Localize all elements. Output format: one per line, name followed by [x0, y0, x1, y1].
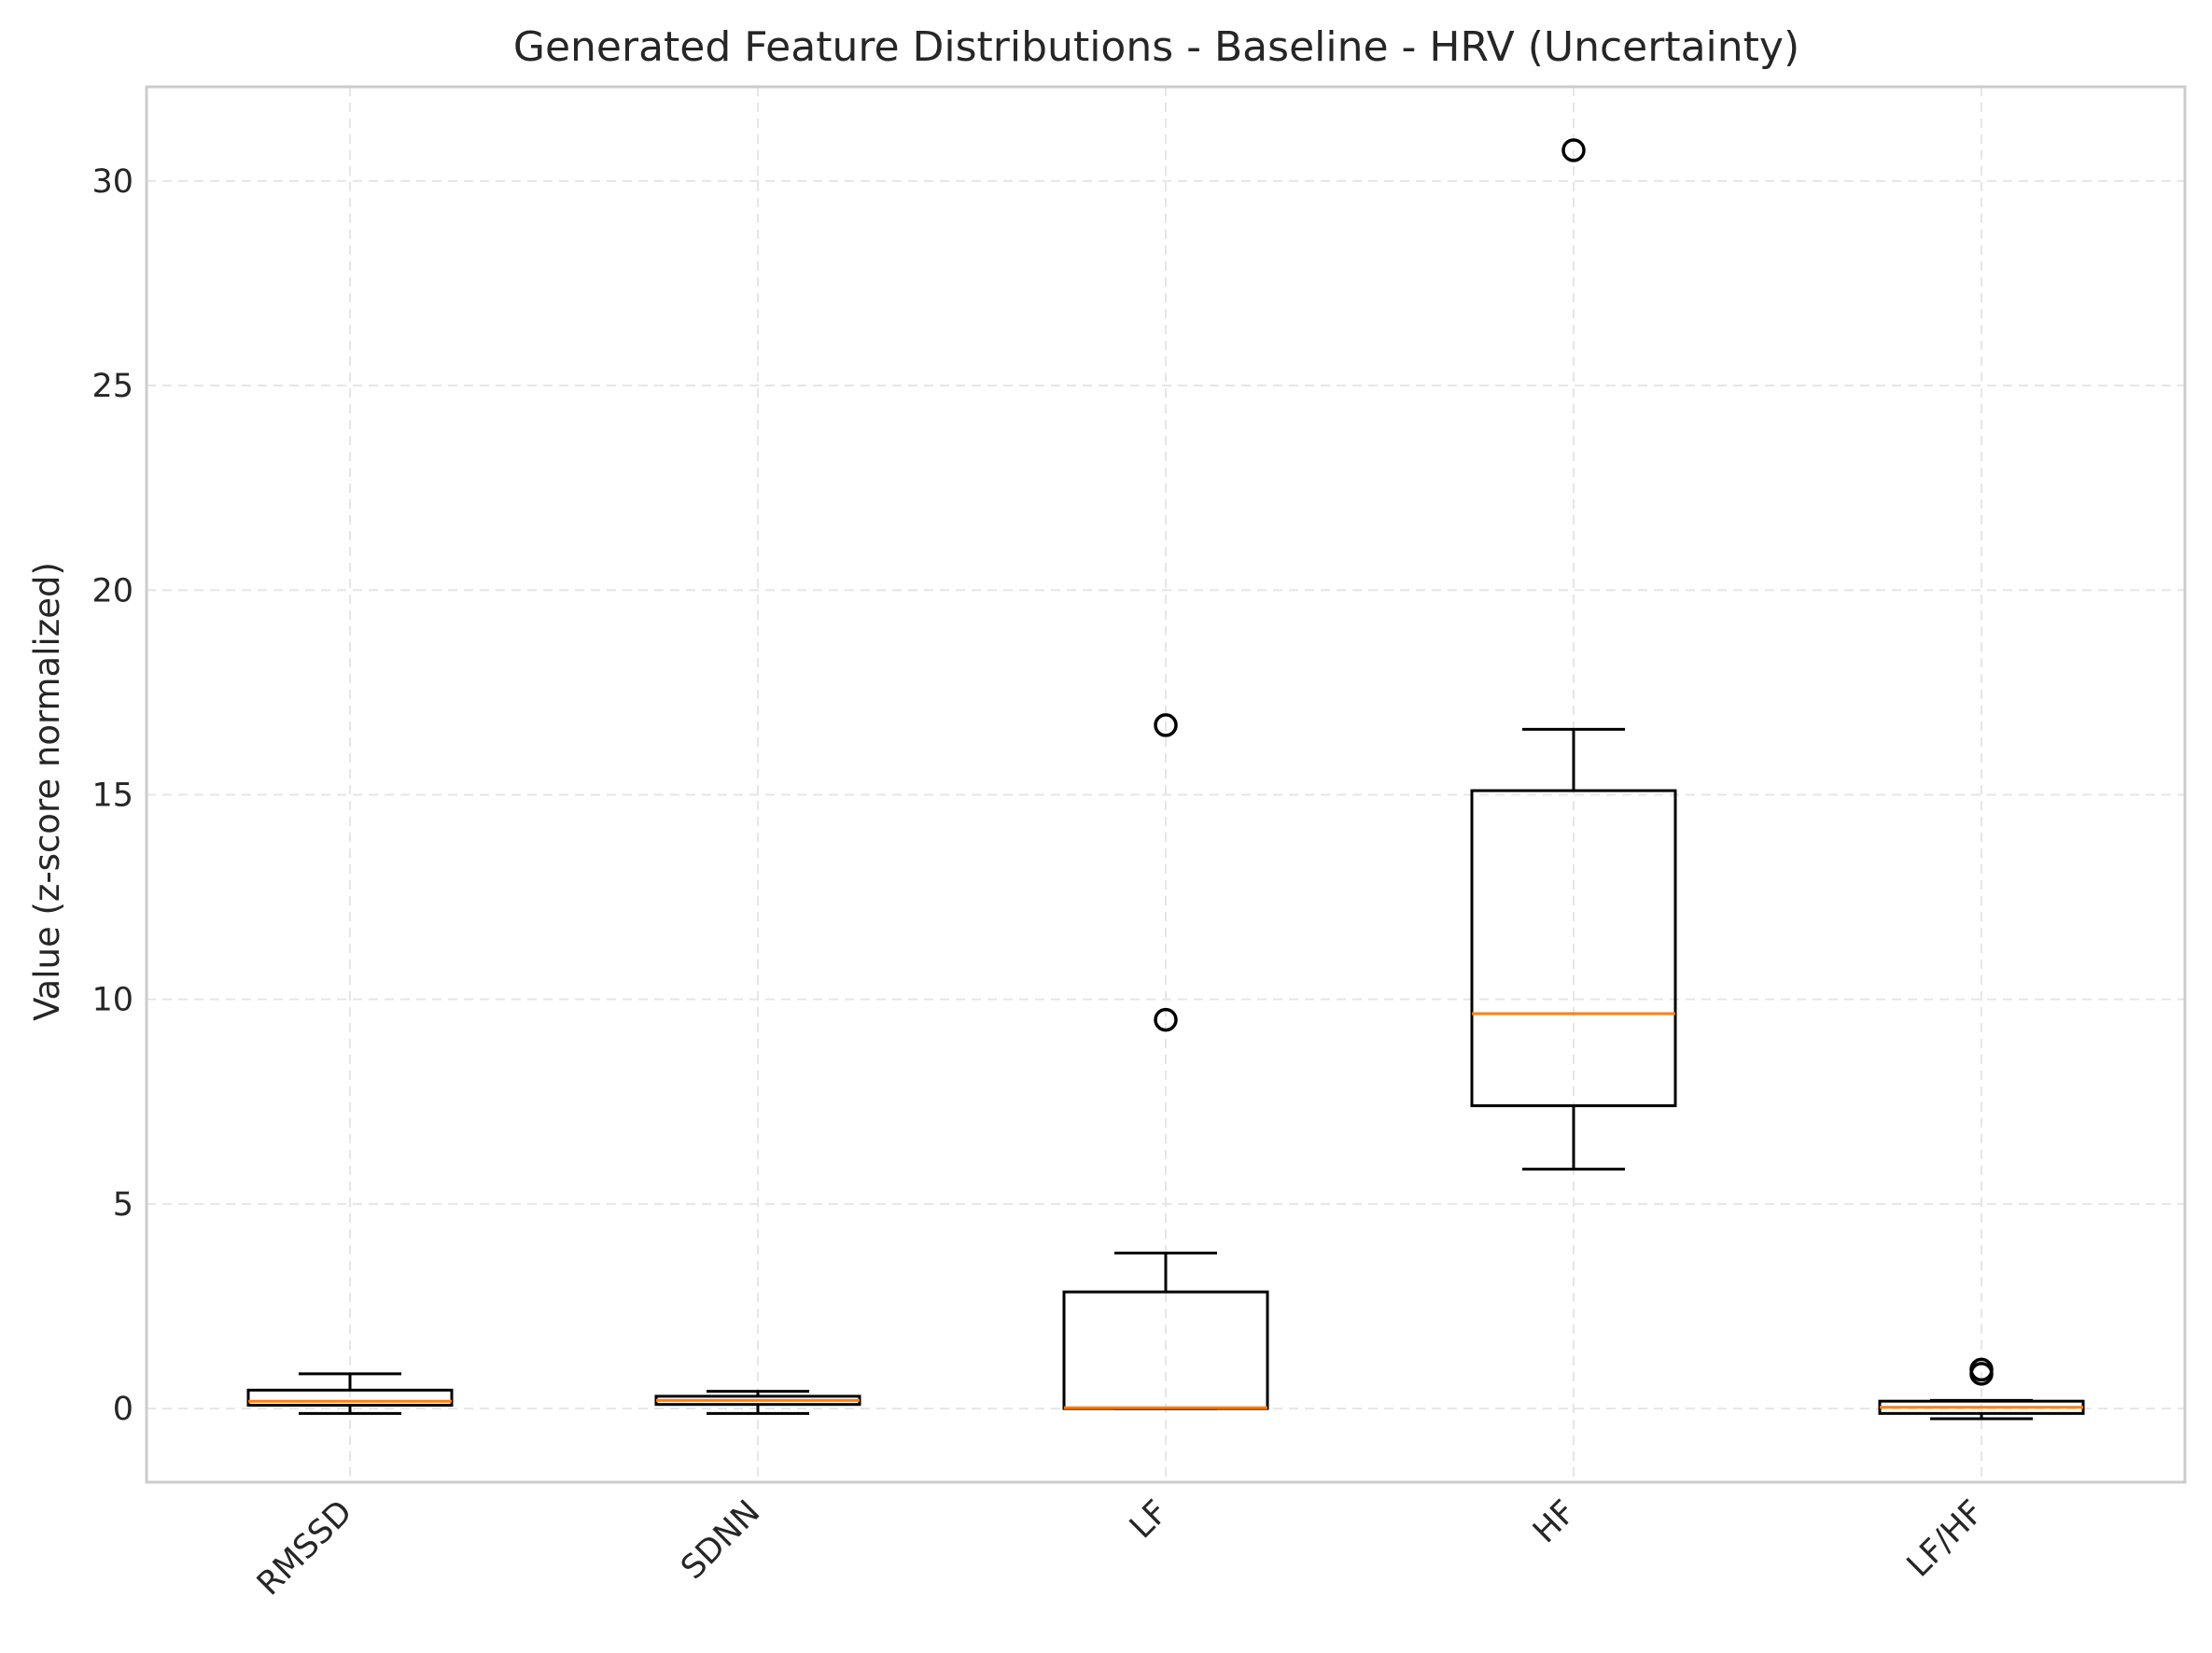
box-hf	[1470, 138, 1677, 1171]
box-lf-hf	[1878, 1357, 2085, 1421]
box-lf	[1062, 713, 1269, 1410]
y-tick-label: 5	[113, 1186, 133, 1224]
boxes	[246, 138, 2085, 1421]
grid-lines	[147, 87, 2185, 1482]
y-tick-label: 10	[91, 982, 133, 1019]
y-tick-label: 15	[91, 777, 133, 814]
box-rmssd	[246, 1372, 454, 1415]
y-tick-label: 25	[91, 368, 133, 405]
y-tick-label: 0	[113, 1391, 133, 1428]
y-tick-label: 20	[91, 572, 133, 609]
y-axis-label: Value (z-score normalized)	[27, 562, 67, 1021]
outlier-point	[1154, 1007, 1178, 1032]
y-tick-label: 30	[91, 163, 133, 201]
plot-frame	[145, 85, 2187, 1484]
iqr-box	[1470, 789, 1677, 1108]
iqr-box	[246, 1388, 454, 1408]
outlier-point	[1154, 713, 1178, 737]
outlier-point	[1561, 138, 1586, 162]
box-sdnn	[654, 1390, 861, 1415]
chart-title: Generated Feature Distributions - Baseli…	[513, 23, 1799, 71]
outlier-point	[1969, 1357, 1994, 1382]
